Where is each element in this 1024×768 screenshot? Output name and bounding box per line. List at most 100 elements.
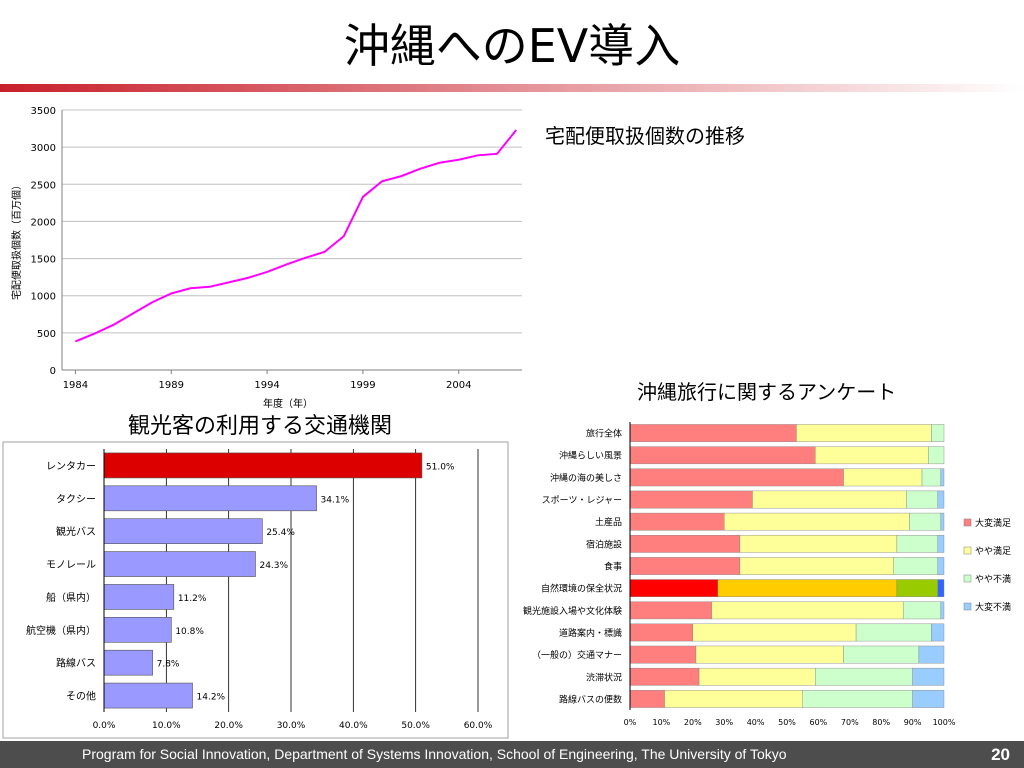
x-tick-label: 20% [684,718,702,727]
category-label: タクシー [56,493,96,505]
stack-segment [918,645,945,664]
bar-chart-transport: 0.0% 10.0% 20.0% 30.0% 40.0% 50.0% 60.0% レンタカー 5… [2,441,509,739]
category-label: 土産品 [595,516,622,528]
stack-segment [912,690,945,708]
stack-segment [629,690,665,708]
stack-segment [717,579,898,597]
stack-segment [629,468,844,487]
value-label: 14.2% [197,693,226,703]
stack-segment [629,601,712,620]
slide-title: 沖縄へのEV導入 [343,19,681,73]
stack-segment [698,667,816,686]
stack-segment [629,512,725,531]
bar-chart-frame [2,441,509,739]
x-tick-label: 100% [933,718,956,727]
x-axis-label: 年度（年） [263,397,313,410]
bar [103,518,263,544]
category-label: 観光バス [56,525,96,538]
bar [103,452,423,479]
stack-segment [629,446,816,465]
stack-segment [796,424,932,442]
value-label: 25.4% [266,528,295,538]
stack-segment [940,601,945,620]
stack-segment [937,490,945,509]
category-label: 食事 [604,561,622,573]
stack-segment [937,579,945,597]
stack-segment [931,623,945,642]
category-label: 旅行全体 [586,428,622,440]
x-tick-label: 70% [841,718,859,727]
stack-segment [815,667,913,686]
stack-segment [928,446,945,465]
value-label: 34.1% [321,495,350,505]
x-tick-label: 1984 [63,380,88,391]
y-tick-label: 0 [50,366,56,377]
x-tick-label: 0% [624,718,637,727]
stack-segment [629,667,700,686]
x-tick-label: 2004 [446,380,471,391]
stack-segment [855,623,932,642]
y-tick-label: 3500 [31,106,56,117]
x-tick-label: 1989 [159,380,184,391]
category-label: その他 [66,690,96,703]
x-tick-label: 80% [872,718,890,727]
value-label: 10.8% [175,627,204,637]
category-label: 道路案内・標識 [559,627,622,639]
stack-segment [906,490,938,509]
category-label: 沖縄らしい風景 [559,450,622,462]
stacked-chart-survey: 旅行全体沖縄らしい風景沖縄の海の美しさスポーツ・レジャー土産品宿泊施設食事自然環… [523,422,1011,727]
y-tick-label: 1000 [31,292,56,303]
stack-segment [752,490,907,509]
value-label: 51.0% [426,462,455,472]
stack-segment [815,446,929,465]
y-tick-label: 3000 [31,143,56,154]
bar [103,682,193,709]
x-tick-label: 40.0% [339,721,368,731]
legend-label: やや不満 [975,574,1011,585]
stack-segment [893,557,938,575]
stack-segment [629,424,797,442]
x-tick-label: 40% [747,718,765,727]
series-line [75,129,518,343]
stack-segment [896,535,938,553]
stack-segment [902,601,942,620]
stack-segment [896,579,938,597]
stack-segment [739,557,894,575]
legend-swatch [963,602,972,611]
category-label: （一般の）交通マナー [532,649,622,661]
stack-segment [940,512,945,531]
stack-segment [692,623,857,642]
stack-segment [937,535,945,553]
stack-segment [931,424,945,442]
x-tick-label: 1994 [254,380,279,391]
stack-segment [629,557,741,575]
title-accent-bar [0,84,1024,92]
x-tick-label: 50% [778,718,796,727]
y-tick-label: 1500 [31,255,56,266]
y-axis-label: 宅配便取扱個数（百万個） [10,180,23,300]
category-label: 渋滞状況 [586,671,622,683]
x-tick-label: 30% [715,718,733,727]
category-label: モノレール [46,560,96,571]
stack-segment [937,557,945,575]
category-label: 自然環境の保全状況 [541,583,622,595]
x-tick-label: 30.0% [277,721,306,731]
legend-swatch [963,546,972,555]
stack-segment [629,535,741,553]
stack-segment [739,535,898,553]
category-label: レンタカー [46,460,96,472]
stack-segment [909,512,942,531]
footer-bar: Program for Social Innovation, Departmen… [0,741,1024,768]
stack-segment [843,468,923,487]
y-tick-label: 2500 [31,180,56,191]
stack-segment [695,645,844,664]
category-label: 路線バス [56,657,96,670]
x-tick-label: 50.0% [401,721,430,731]
stack-segment [629,623,693,642]
y-tick-label: 2000 [31,217,56,228]
x-tick-label: 10% [653,718,671,727]
category-label: スポーツ・レジャー [542,495,622,506]
category-label: 路線バスの便数 [559,693,622,705]
line-chart-delivery: 0 500 1000 1500 2000 2500 3000 3500 1984 1989 1994… [10,106,522,410]
stacked-chart-title: 沖縄旅行に関するアンケート [637,380,897,404]
